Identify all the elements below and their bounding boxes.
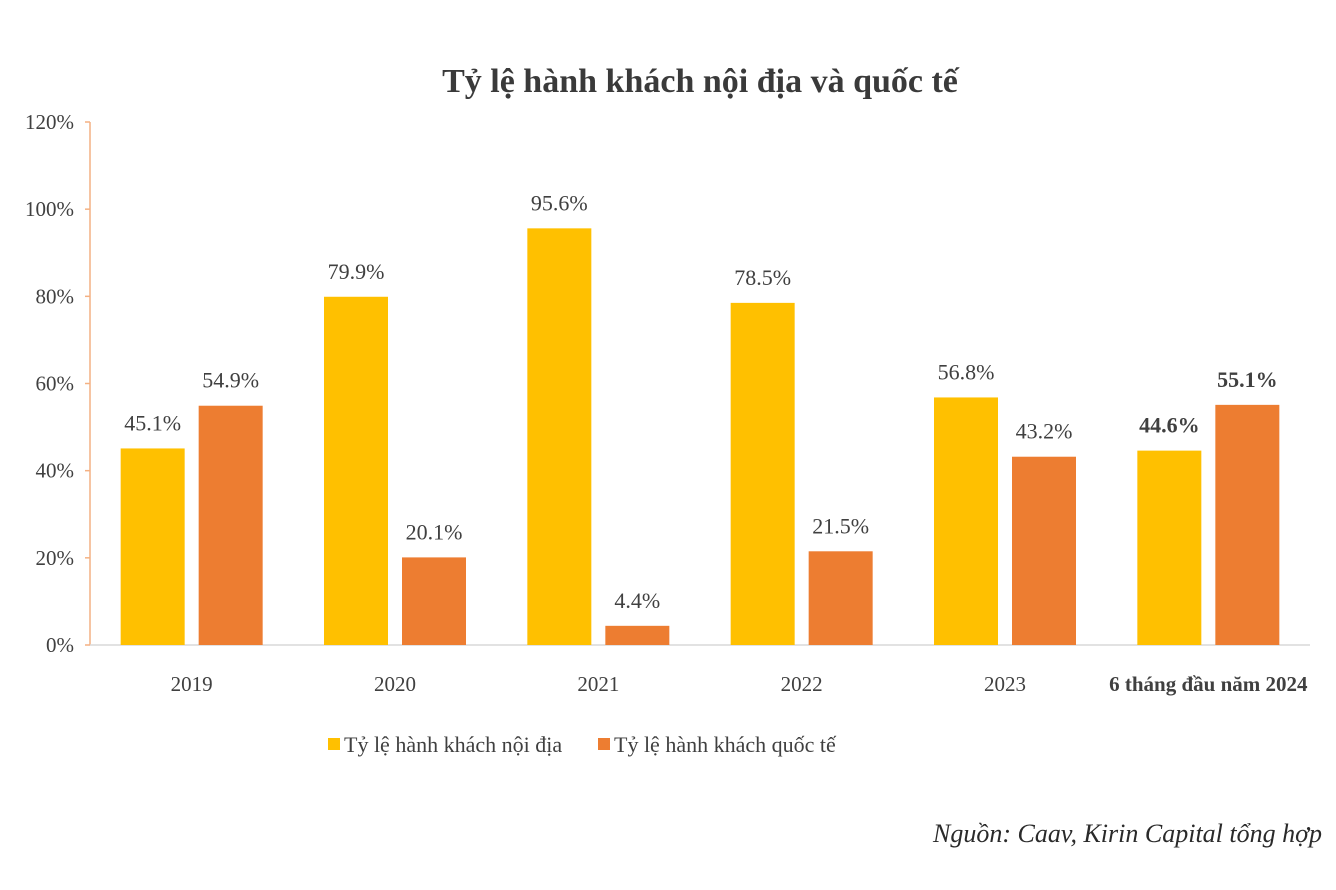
legend-label: Tỷ lệ hành khách nội địa (344, 732, 562, 757)
x-tick-label: 6 tháng đầu năm 2024 (1109, 672, 1308, 696)
y-tick-label: 80% (36, 284, 75, 308)
data-labels: 45.1% 54.9% 79.9% 20.1% 95.6% 4.4% 78.5% 21.5% 5… (124, 190, 1277, 612)
bar-1-4 (1012, 456, 1076, 645)
data-label: 55.1% (1217, 367, 1278, 392)
bar-1-1 (402, 557, 466, 645)
y-tick-label: 120% (25, 110, 74, 134)
bar-0-5 (1137, 450, 1202, 645)
bar-1-3 (808, 551, 873, 645)
data-label: 45.1% (124, 410, 181, 435)
data-label: 78.5% (734, 265, 791, 290)
legend: Tỷ lệ hành khách nội địa Tỷ lệ hành khách… (328, 732, 837, 757)
data-label: 79.9% (328, 259, 385, 284)
data-label: 54.9% (202, 368, 259, 393)
bar-0-3 (730, 302, 795, 645)
bar-0-1 (324, 296, 388, 645)
y-tick-label: 0% (46, 633, 74, 657)
x-axis: 2019 2020 2021 2022 2023 6 tháng đầu năm 2024 (90, 644, 1310, 696)
data-label: 56.8% (938, 359, 995, 384)
bar-1-2 (605, 625, 670, 645)
bar-0-0 (120, 448, 185, 645)
source-note: Nguồn: Caav, Kirin Capital tổng hợp (932, 819, 1322, 848)
y-tick-label: 40% (36, 459, 75, 483)
x-tick-label: 2022 (781, 672, 823, 696)
chart-title: Tỷ lệ hành khách nội địa và quốc tế (442, 63, 960, 100)
bar-0-4 (934, 397, 998, 645)
x-tick-label: 2020 (374, 672, 416, 696)
data-label: 95.6% (531, 190, 588, 215)
y-tick-label: 60% (36, 372, 75, 396)
y-tick-label: 20% (36, 546, 75, 570)
data-label: 44.6% (1139, 413, 1200, 438)
bar-1-0 (198, 405, 263, 645)
x-tick-label: 2019 (171, 672, 213, 696)
bars (120, 228, 1280, 646)
legend-swatch (598, 738, 610, 750)
legend-swatch (328, 738, 340, 750)
data-label: 21.5% (812, 513, 869, 538)
x-tick-label: 2021 (577, 672, 619, 696)
x-tick-label: 2023 (984, 672, 1026, 696)
bar-1-5 (1215, 404, 1280, 645)
legend-label: Tỷ lệ hành khách quốc tế (614, 732, 837, 757)
y-tick-label: 100% (25, 197, 74, 221)
data-label: 43.2% (1016, 419, 1073, 444)
bar-0-2 (527, 228, 592, 646)
data-label: 4.4% (614, 588, 660, 613)
data-label: 20.1% (406, 519, 463, 544)
y-axis: 0% 20% 40% 60% 80% 100% 120% (25, 110, 91, 657)
